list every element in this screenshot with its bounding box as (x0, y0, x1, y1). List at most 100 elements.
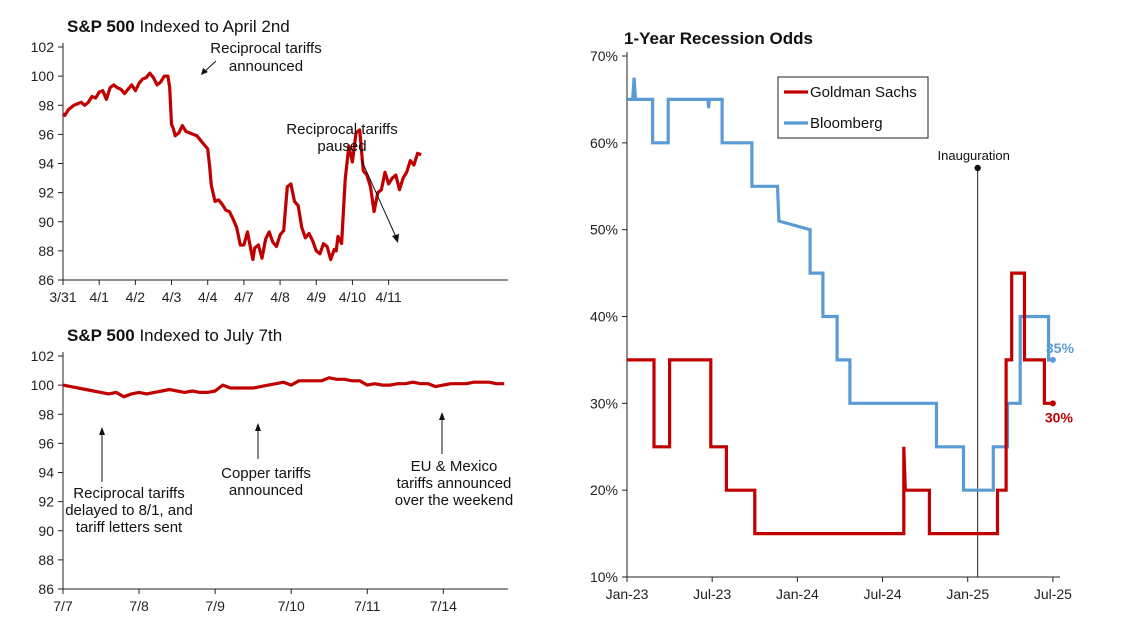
x-tick-label: 4/2 (126, 289, 146, 305)
legend: Goldman Sachs Bloomberg (777, 76, 929, 139)
annotation-text: EU & Mexico (411, 458, 498, 475)
chart-title-recession: 1-Year Recession Odds (624, 29, 813, 48)
sp500-april-line (62, 71, 422, 262)
x-tick-label: Jan-25 (946, 586, 989, 602)
annotation-tariffs-delayed: Reciprocal tariffs delayed to 8/1, and t… (65, 427, 193, 536)
bloomberg-line (627, 77, 1053, 492)
y-tick-label: 90 (38, 214, 54, 230)
annotation-text: Reciprocal tariffs (210, 40, 321, 57)
y-tick-label: 96 (38, 126, 54, 142)
annotation-text: delayed to 8/1, and (65, 502, 193, 519)
x-tick-label: 4/4 (198, 289, 218, 305)
x-tick-label: Jul-23 (693, 586, 731, 602)
bloomberg-endpoint (1049, 356, 1056, 363)
x-tick-label: 7/8 (129, 598, 149, 614)
annotation-inauguration: Inauguration (938, 148, 1010, 577)
x-tick-label: 7/10 (278, 598, 305, 614)
x-tick-label: 3/31 (49, 289, 76, 305)
y-tick-label: 102 (31, 39, 55, 55)
y-tick-label: 30% (590, 395, 618, 411)
annotation-inauguration-label: Inauguration (938, 148, 1010, 163)
x-axis-recession: Jan-23 Jul-23 Jan-24 Jul-24 Jan-25 Jul-25 (606, 576, 1072, 602)
sp500-july-line (62, 376, 505, 399)
annotation-text: announced (229, 482, 303, 499)
chart-title-april-rest: Indexed to April 2nd (135, 17, 290, 36)
y-tick-label: 92 (38, 494, 54, 510)
annotation-text: announced (229, 58, 303, 75)
y-tick-label: 10% (590, 569, 618, 585)
annotation-arrow (203, 60, 217, 73)
x-tick-label: Jan-23 (606, 586, 649, 602)
chart-title-july-bold: S&P 500 (67, 326, 135, 345)
annotation-text: paused (317, 138, 366, 155)
chart-panel-july: S&P 500 Indexed to July 7th 102 100 98 96 94… (31, 326, 514, 614)
x-tick-label: 4/8 (270, 289, 290, 305)
annotation-arrowhead (392, 234, 399, 243)
annotation-text: Reciprocal tariffs (73, 485, 184, 502)
y-tick-label: 88 (38, 243, 54, 259)
legend-box (777, 76, 929, 139)
y-tick-label: 50% (590, 222, 618, 238)
annotation-arrowhead (439, 412, 445, 420)
legend-label-goldman-sachs: Goldman Sachs (810, 84, 917, 101)
annotation-text: over the weekend (395, 492, 513, 509)
annotation-arrow (360, 158, 397, 238)
y-tick-label: 98 (38, 406, 54, 422)
chart-panel-recession-odds: 1-Year Recession Odds 70% 60% 50% 40% 30% 20%… (590, 29, 1075, 602)
x-tick-label: 7/7 (53, 598, 73, 614)
x-tick-label: 7/9 (205, 598, 225, 614)
x-axis-july: 7/7 7/8 7/9 7/10 7/11 7/14 (53, 588, 508, 614)
annotation-text: tariffs announced (397, 475, 512, 492)
y-tick-label: 40% (590, 309, 618, 325)
x-tick-label: Jan-24 (776, 586, 819, 602)
y-tick-label: 102 (31, 348, 55, 364)
x-tick-label: 4/10 (339, 289, 366, 305)
chart-panel-april: S&P 500 Indexed to April 2nd 102 100 98 96 9… (31, 17, 508, 305)
chart-title-july-rest: Indexed to July 7th (135, 326, 282, 345)
x-tick-label: 4/11 (376, 289, 402, 305)
y-tick-label: 70% (590, 48, 618, 64)
y-tick-label: 20% (590, 482, 618, 498)
chart-title-april-bold: S&P 500 (67, 17, 135, 36)
annotation-arrowhead (99, 427, 105, 435)
annotation-arrowhead (201, 68, 208, 75)
annotation-text: tariff letters sent (76, 519, 183, 536)
y-tick-label: 96 (38, 435, 54, 451)
x-tick-label: 4/9 (307, 289, 327, 305)
x-tick-label: 4/1 (89, 289, 109, 305)
annotation-text: Reciprocal tariffs (286, 121, 397, 138)
y-tick-label: 86 (38, 272, 54, 288)
chart-title-april: S&P 500 Indexed to April 2nd (67, 17, 290, 36)
x-axis-april: 3/31 4/1 4/2 4/3 4/4 4/7 4/8 4/9 4/10 4/11 (49, 279, 508, 305)
chart-title-july: S&P 500 Indexed to July 7th (67, 326, 282, 345)
y-axis-april: 102 100 98 96 94 92 90 88 86 (31, 39, 64, 288)
goldman-sachs-line (627, 271, 1053, 536)
annotation-tariffs-paused: Reciprocal tariffs paused (286, 121, 399, 243)
y-tick-label: 98 (38, 97, 54, 113)
x-tick-label: Jul-24 (863, 586, 901, 602)
y-tick-label: 86 (38, 581, 54, 597)
y-tick-label: 60% (590, 135, 618, 151)
y-tick-label: 94 (38, 465, 54, 481)
goldman-sachs-endpoint (1049, 400, 1056, 407)
x-tick-label: 7/11 (354, 598, 380, 614)
x-tick-label: 7/14 (430, 598, 457, 614)
y-tick-label: 92 (38, 185, 54, 201)
y-axis-july: 102 100 98 96 94 92 90 88 86 (31, 348, 64, 597)
y-tick-label: 88 (38, 552, 54, 568)
goldman-sachs-end-label: 30% (1045, 409, 1074, 425)
annotation-inauguration-dot (974, 164, 981, 172)
annotation-arrowhead (255, 423, 261, 431)
y-axis-recession: 70% 60% 50% 40% 30% 20% 10% (590, 48, 628, 585)
annotation-tariffs-announced: Reciprocal tariffs announced (201, 40, 322, 75)
annotation-eu-mexico: EU & Mexico tariffs announced over the w… (395, 412, 513, 509)
y-tick-label: 90 (38, 523, 54, 539)
x-tick-label: 4/3 (162, 289, 182, 305)
y-tick-label: 94 (38, 156, 54, 172)
y-tick-label: 100 (31, 377, 55, 393)
bloomberg-end-label: 35% (1046, 340, 1075, 356)
legend-label-bloomberg: Bloomberg (810, 115, 883, 132)
annotation-copper-tariffs: Copper tariffs announced (221, 423, 311, 499)
y-tick-label: 100 (31, 68, 55, 84)
